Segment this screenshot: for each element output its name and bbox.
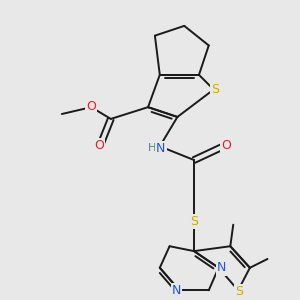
- Text: N: N: [172, 284, 181, 297]
- Text: H: H: [148, 143, 156, 153]
- Text: S: S: [212, 83, 220, 96]
- Text: S: S: [190, 215, 198, 228]
- Text: O: O: [94, 139, 104, 152]
- Text: S: S: [235, 285, 243, 298]
- Text: N: N: [156, 142, 166, 155]
- Text: O: O: [86, 100, 96, 113]
- Text: N: N: [217, 261, 226, 274]
- Text: O: O: [221, 139, 231, 152]
